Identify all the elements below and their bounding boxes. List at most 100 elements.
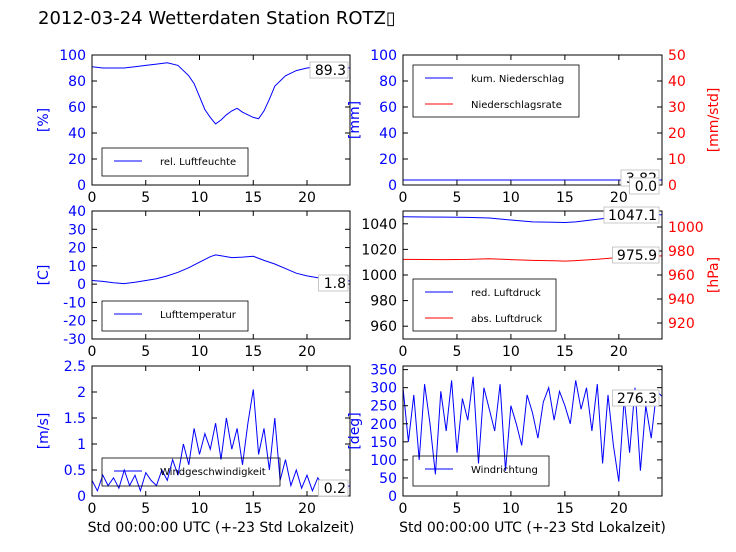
annotation-box <box>318 274 349 292</box>
axes-frame <box>91 210 351 340</box>
x-tick-label: 10 <box>502 501 520 517</box>
subplot-5: 0 5 10 15 20 0 0.5 1 1.5 2 2.5 [m/s] Std 00:00:00 UT… <box>36 359 354 536</box>
x-tick-label: 5 <box>452 190 461 206</box>
x-tick-label: 15 <box>244 344 262 360</box>
series-line-1 <box>402 376 663 482</box>
y-tick-label: 20 <box>379 152 397 168</box>
value-annotation: 1047.1 <box>608 208 657 224</box>
subplot-3: 0 5 10 15 20 -30 -20 -10 0 10 20 30 40 [C] Lufttempera… <box>36 204 351 360</box>
x-tick-label: 10 <box>502 190 520 206</box>
y-tick-label: -30 <box>63 332 86 348</box>
series-line-1 <box>91 254 351 285</box>
x-tick-label: 15 <box>556 190 574 206</box>
y-axis-label: [C] <box>36 265 52 286</box>
y2-tick-label: 920 <box>668 316 695 332</box>
y-tick-label: 1020 <box>361 242 397 258</box>
y-tick-label: 100 <box>59 48 86 64</box>
y-tick-label: 980 <box>370 294 397 310</box>
legend: rel. Luftfeuchte <box>101 147 249 177</box>
y-tick-label: 1000 <box>361 268 397 284</box>
legend-entry: kum. Niederschlag <box>471 74 564 85</box>
y2-axis-label: [hPa] <box>706 257 722 293</box>
y-tick-label: 20 <box>68 152 86 168</box>
y-tick-label: 2.5 <box>64 359 86 375</box>
y-axis-label: [mm] <box>347 101 363 139</box>
subplot-4: 0 5 10 15 20 960 980 1000 1020 1040 920 940 960 980 10… <box>361 206 722 360</box>
y2-tick-label: 50 <box>668 48 686 64</box>
y-tick-label: 0 <box>77 489 86 505</box>
annotation-box <box>318 479 349 497</box>
x-tick-label: 0 <box>399 501 408 517</box>
value-annotation: 1.8 <box>324 276 346 292</box>
y-tick-label: 60 <box>379 100 397 116</box>
y-tick-label: 80 <box>379 74 397 90</box>
legend-box <box>412 278 557 332</box>
y-tick-label: 2 <box>77 385 86 401</box>
legend-box <box>101 457 281 487</box>
y-tick-label: 200 <box>370 417 397 433</box>
legend-entry: red. Luftdruck <box>471 288 541 299</box>
y2-tick-label: 30 <box>668 100 686 116</box>
x-tick-label: 5 <box>141 190 150 206</box>
legend-box <box>101 300 249 332</box>
y2-tick-label: 940 <box>668 292 695 308</box>
x-axis-label: Std 00:00:00 UTC (+-23 Std Lokalzeit) <box>399 520 666 536</box>
y-axis-label: [%] <box>36 108 52 132</box>
legend: kum. Niederschlag Niederschlagsrate <box>412 64 580 118</box>
x-tick-label: 15 <box>244 190 262 206</box>
x-tick-label: 20 <box>298 501 316 517</box>
axes-frame <box>91 54 351 186</box>
value-annotation: 276.3 <box>617 391 657 407</box>
y-tick-label: 20 <box>68 241 86 257</box>
y-tick-label: 960 <box>370 319 397 335</box>
x-tick-label: 20 <box>610 501 628 517</box>
legend: Windrichtung <box>412 455 550 487</box>
legend-entry: Windrichtung <box>471 465 538 476</box>
y-tick-label: 40 <box>68 126 86 142</box>
x-tick-label: 0 <box>399 190 408 206</box>
y-tick-label: -20 <box>63 314 86 330</box>
y2-tick-label: 10 <box>668 152 686 168</box>
y2-tick-label: 20 <box>668 126 686 142</box>
y-tick-label: 150 <box>370 435 397 451</box>
y2-tick-label: 1000 <box>668 220 704 236</box>
value-annotation: 89.3 <box>315 63 346 79</box>
y2-tick-label: 40 <box>668 74 686 90</box>
annotation-box <box>629 177 660 195</box>
y-axis-label: [m/s] <box>36 413 52 450</box>
x-tick-label: 10 <box>191 190 209 206</box>
y2-tick-label: 960 <box>668 268 695 284</box>
legend-box <box>101 147 249 177</box>
x-tick-label: 5 <box>452 344 461 360</box>
x-tick-label: 10 <box>191 344 209 360</box>
legend: red. Luftdruck abs. Luftdruck <box>412 278 557 332</box>
x-tick-label: 5 <box>452 501 461 517</box>
y-axis-label: [deg] <box>347 412 363 449</box>
legend: Windgeschwindigkeit <box>101 457 281 487</box>
x-tick-label: 15 <box>556 344 574 360</box>
x-tick-label: 0 <box>88 501 97 517</box>
x-tick-label: 15 <box>556 501 574 517</box>
y-tick-label: 30 <box>68 222 86 238</box>
x-tick-label: 10 <box>191 501 209 517</box>
value-annotation: 0.2 <box>324 481 346 497</box>
x-tick-label: 0 <box>88 344 97 360</box>
y-tick-label: 60 <box>68 100 86 116</box>
y-tick-label: 0 <box>77 277 86 293</box>
y-tick-label: 1 <box>77 437 86 453</box>
subplot-2: 0 5 10 15 20 0 20 40 60 80 100 0 10 20 30 40 50 [mm] [mm/s… <box>347 48 722 206</box>
y-tick-label: 0 <box>388 489 397 505</box>
y-tick-label: 100 <box>370 453 397 469</box>
value-annotation: 975.9 <box>617 248 657 264</box>
x-tick-label: 0 <box>399 344 408 360</box>
x-tick-label: 15 <box>244 501 262 517</box>
x-tick-label: 20 <box>298 190 316 206</box>
y-tick-label: 40 <box>68 204 86 220</box>
x-tick-label: 0 <box>88 190 97 206</box>
legend-entry: Windgeschwindigkeit <box>160 467 266 478</box>
legend-entry: rel. Luftfeuchte <box>160 157 236 168</box>
annotation-box <box>309 61 349 79</box>
x-tick-label: 20 <box>610 344 628 360</box>
value-annotation: 0.0 <box>635 179 657 195</box>
